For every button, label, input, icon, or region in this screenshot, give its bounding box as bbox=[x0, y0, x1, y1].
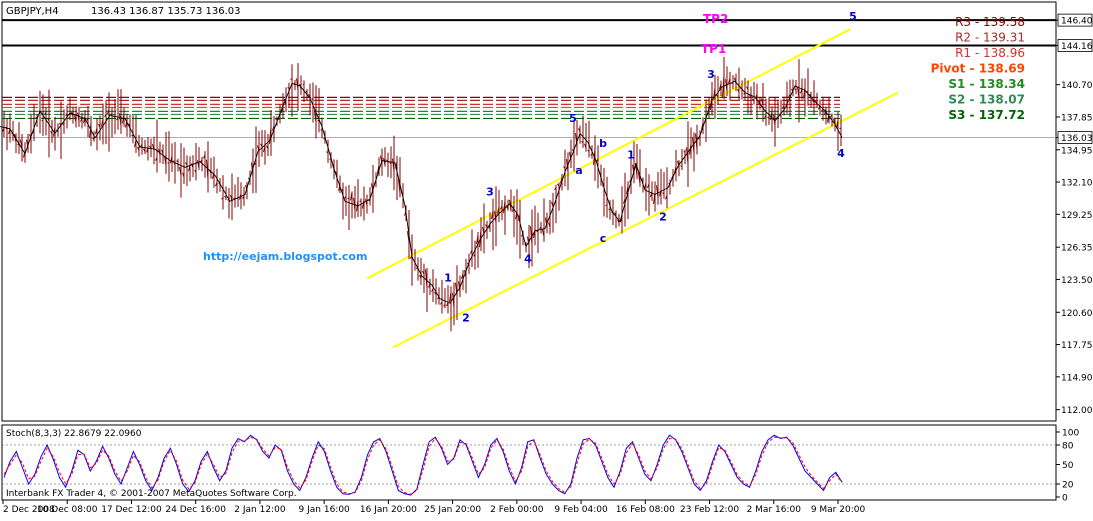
copyright-label: Interbank FX Trader 4, © 2001-2007 MetaQ… bbox=[6, 489, 297, 499]
y-tick-label: 126.35 bbox=[1061, 244, 1093, 254]
tp2-label: TP2 bbox=[703, 12, 728, 26]
pivot-legend-r1: R1 - 138.96 bbox=[955, 46, 1025, 60]
y-tick-label: 112.00 bbox=[1061, 406, 1093, 416]
y-tick-label: 134.95 bbox=[1061, 146, 1093, 156]
x-tick-label: 25 Jan 20:00 bbox=[424, 505, 481, 515]
y-tick-label: 137.85 bbox=[1061, 113, 1093, 123]
y-tick-label: 132.10 bbox=[1061, 179, 1093, 189]
x-tick-label: 9 Jan 16:00 bbox=[299, 505, 351, 515]
x-tick-label: 24 Dec 16:00 bbox=[165, 505, 226, 515]
chart-symbol-label: GBPJPY,H4 bbox=[6, 6, 59, 17]
wave-label: 1 bbox=[444, 272, 452, 285]
candle-tick bbox=[606, 205, 608, 206]
wave-label: b bbox=[599, 137, 607, 150]
x-tick-label: 17 Dec 12:00 bbox=[101, 505, 162, 515]
x-tick-label: 9 Mar 20:00 bbox=[811, 505, 866, 515]
y-tick-label: 123.50 bbox=[1061, 276, 1093, 286]
x-tick-label: 2 Feb 00:00 bbox=[490, 505, 544, 515]
wave-label: 2 bbox=[462, 311, 470, 324]
x-tick-label: 16 Feb 08:00 bbox=[616, 505, 675, 515]
wave-label: 3 bbox=[707, 68, 715, 81]
y-tick-label: 117.75 bbox=[1061, 341, 1093, 351]
stoch-y-tick-label: 80 bbox=[1062, 442, 1074, 452]
x-tick-label: 16 Jan 20:00 bbox=[360, 505, 417, 515]
stoch-title: Stoch(8,3,3) 22.8679 22.0960 bbox=[6, 429, 142, 439]
x-tick-label: 2 Jan 12:00 bbox=[234, 505, 286, 515]
wave-label: 3 bbox=[486, 186, 494, 199]
watermark[interactable]: http://eejam.blogspot.com bbox=[203, 250, 367, 263]
x-tick-label: 9 Feb 04:00 bbox=[554, 505, 608, 515]
wave-label: a bbox=[575, 164, 582, 177]
y-tick-label: 146.40 bbox=[1061, 17, 1093, 27]
pivot-legend-s1: S1 - 138.34 bbox=[948, 77, 1025, 91]
x-tick-label: 10 Dec 08:00 bbox=[37, 505, 98, 515]
stoch-y-tick-label: 0 bbox=[1062, 494, 1068, 504]
candle-tick bbox=[840, 128, 842, 129]
candle-tick bbox=[318, 120, 320, 121]
pivot-legend-s3: S3 - 137.72 bbox=[948, 108, 1025, 122]
y-tick-label: 129.25 bbox=[1061, 211, 1093, 221]
tp1-label: TP1 bbox=[701, 42, 726, 56]
pivot-legend-r3: R3 - 139.58 bbox=[955, 15, 1025, 29]
y-tick-label: 140.70 bbox=[1061, 81, 1093, 91]
pivot-legend-pivot: Pivot - 138.69 bbox=[931, 62, 1025, 76]
wave-label: 1 bbox=[627, 148, 635, 161]
y-tick-label: 144.16 bbox=[1061, 42, 1093, 52]
pivot-legend-s2: S2 - 138.07 bbox=[948, 93, 1025, 107]
pivot-legend-r2: R2 - 139.31 bbox=[955, 31, 1025, 45]
wave-label: 4 bbox=[837, 147, 845, 160]
wave-label: 5 bbox=[849, 10, 857, 23]
wave-label: 4 bbox=[524, 252, 532, 265]
wave-label: 5 bbox=[569, 112, 577, 125]
y-tick-label: 136.03 bbox=[1061, 134, 1093, 144]
stoch-y-tick-label: 20 bbox=[1062, 481, 1074, 491]
stoch-y-tick-label: 100 bbox=[1062, 429, 1079, 439]
chart-ohlc-label: 136.43 136.87 135.73 136.03 bbox=[91, 6, 241, 17]
y-tick-label: 114.90 bbox=[1061, 373, 1093, 383]
candle-tick bbox=[42, 120, 44, 121]
x-tick-label: 2 Mar 16:00 bbox=[747, 505, 802, 515]
stoch-y-tick-label: 50 bbox=[1062, 461, 1074, 471]
wave-label: 2 bbox=[659, 211, 667, 224]
x-tick-label: 23 Feb 12:00 bbox=[680, 505, 739, 515]
wave-label: c bbox=[600, 232, 607, 245]
y-tick-label: 120.60 bbox=[1061, 309, 1093, 319]
